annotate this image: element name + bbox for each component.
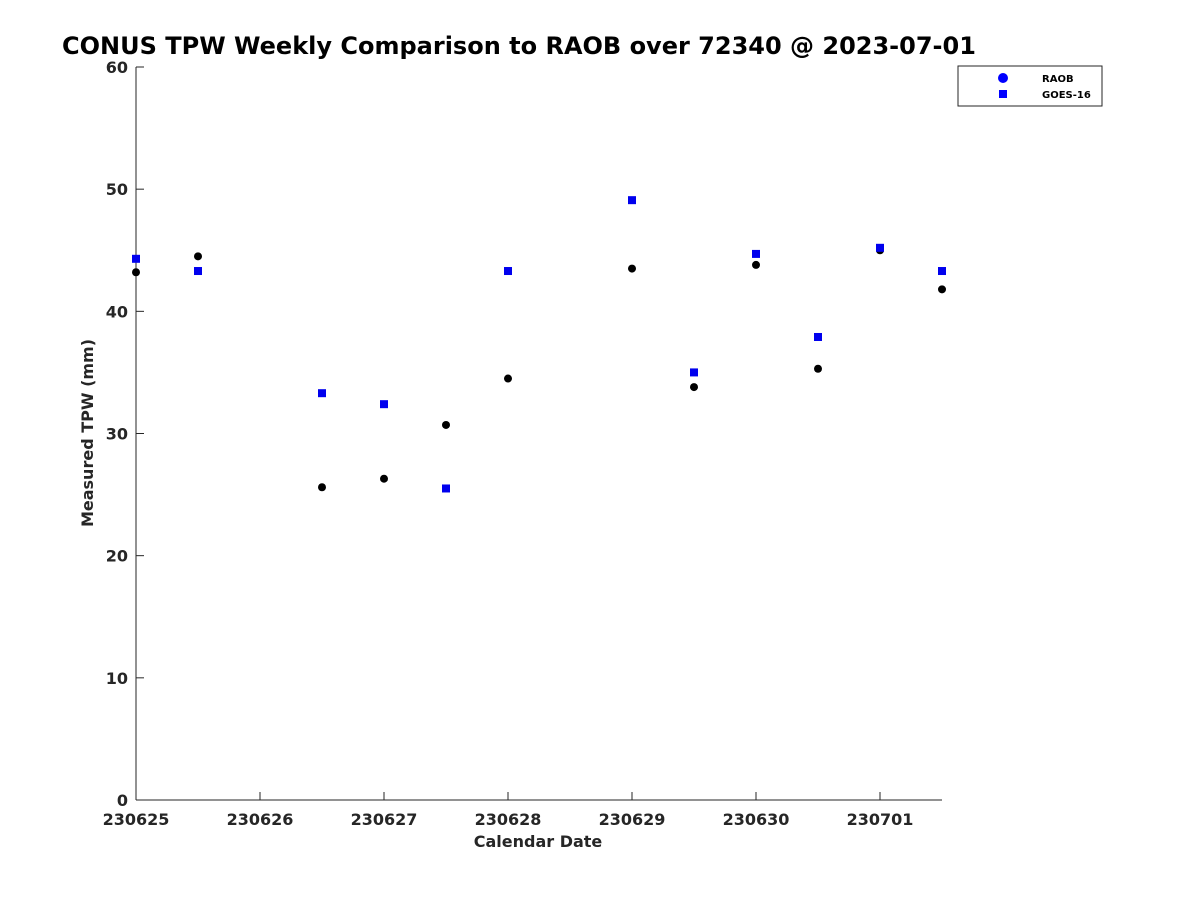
data-point-raob <box>194 252 202 261</box>
y-tick-label: 20 <box>106 547 128 566</box>
data-point-goes-16 <box>876 243 884 252</box>
x-tick-label: 230626 <box>227 810 294 829</box>
data-point-goes-16 <box>814 332 822 341</box>
data-point-raob <box>132 268 140 277</box>
y-axis: 0 10 20 30 40 50 60 <box>106 58 144 810</box>
x-axis-label: Calendar Date <box>474 832 603 851</box>
x-tick-label: 230630 <box>723 810 790 829</box>
data-point-raob <box>752 260 760 269</box>
legend-label: GOES-16 <box>1042 90 1091 101</box>
legend-label: RAOB <box>1042 74 1074 85</box>
data-point-raob <box>318 483 326 492</box>
data-point-goes-16 <box>752 249 760 258</box>
data-point-raob <box>380 474 388 483</box>
data-point-goes-16 <box>628 196 636 205</box>
legend: RAOB GOES-16 <box>957 65 1103 107</box>
data-point-raob <box>814 364 822 373</box>
chart-title: CONUS TPW Weekly Comparison to RAOB over… <box>62 32 976 60</box>
x-tick-label: 230701 <box>847 810 914 829</box>
y-tick-label: 50 <box>106 180 128 199</box>
data-point-goes-16 <box>132 254 140 263</box>
data-point-goes-16 <box>690 368 698 377</box>
data-series <box>132 196 946 493</box>
y-tick-label: 10 <box>106 669 128 688</box>
data-point-raob <box>690 383 698 392</box>
data-point-goes-16 <box>938 267 946 276</box>
data-point-goes-16 <box>194 267 202 276</box>
data-point-raob <box>442 420 450 429</box>
data-point-raob <box>938 285 946 294</box>
y-tick-label: 60 <box>106 58 128 77</box>
y-tick-label: 40 <box>106 302 128 321</box>
legend-marker-raob <box>998 73 1008 83</box>
data-point-goes-16 <box>380 400 388 409</box>
x-axis: 230625 230626 230627 230628 230629 230630 2307… <box>103 792 914 829</box>
data-point-goes-16 <box>318 389 326 398</box>
series-goes-16 <box>132 196 946 493</box>
x-tick-label: 230627 <box>351 810 418 829</box>
y-tick-label: 30 <box>106 425 128 444</box>
series-raob <box>132 246 946 492</box>
x-tick-label: 230625 <box>103 810 170 829</box>
data-point-raob <box>628 264 636 273</box>
data-point-goes-16 <box>504 267 512 276</box>
data-point-raob <box>504 374 512 383</box>
x-tick-label: 230629 <box>599 810 666 829</box>
x-tick-label: 230628 <box>475 810 542 829</box>
legend-marker-goes-16 <box>999 90 1007 98</box>
plot-area <box>135 67 942 801</box>
legend-box <box>957 65 1103 107</box>
y-axis-label: Measured TPW (mm) <box>78 339 97 527</box>
y-tick-label: 0 <box>117 791 128 810</box>
data-point-goes-16 <box>442 484 450 493</box>
